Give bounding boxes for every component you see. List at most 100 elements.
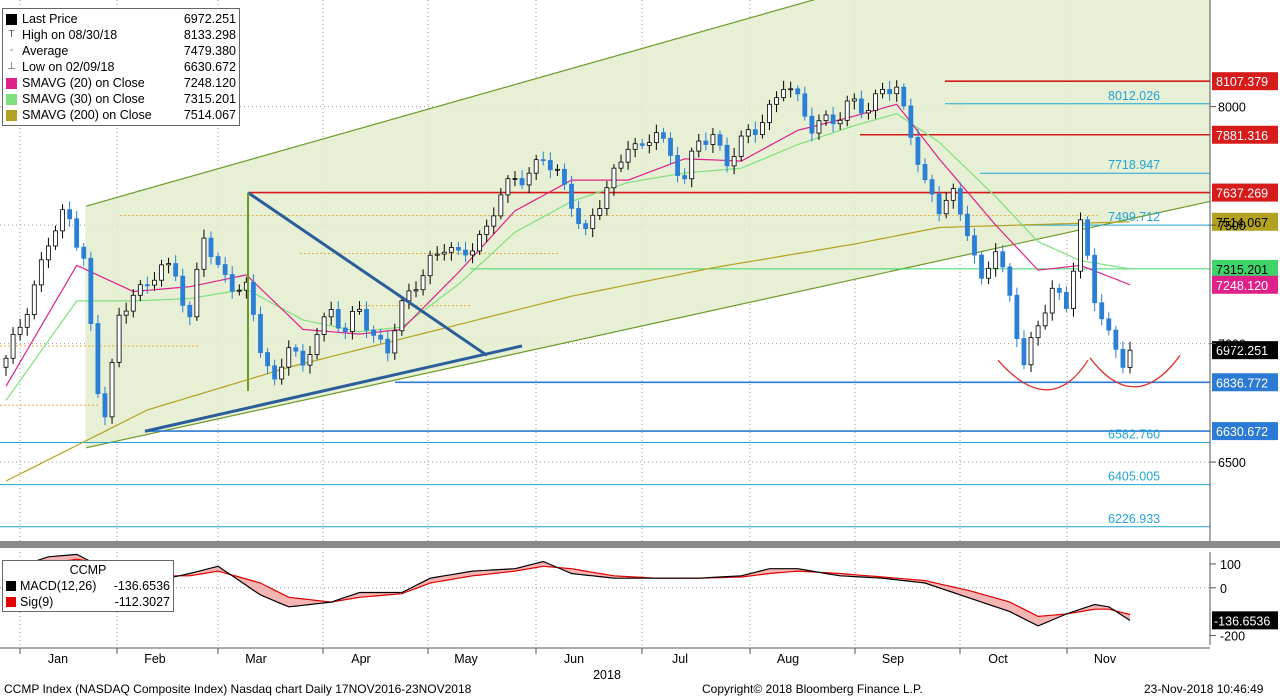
candle-body [618,161,624,169]
candle-body [477,234,483,252]
legend-row: SMAVG (30) on Close 7315.201 [6,91,236,107]
macd-line [5,553,1131,627]
macd-value: -136.6536 [113,579,170,593]
candle-body [448,247,454,253]
level-label-box [1212,183,1278,202]
candle-body [60,209,65,232]
month-label: Jan [48,652,68,666]
level-label-box [1212,125,1278,144]
candle-body [67,209,73,220]
drawn-annotations [144,191,1181,433]
candle-body [272,365,278,380]
sma30-line [5,113,1131,401]
candle-body [901,86,907,107]
month-label: Nov [1094,652,1117,666]
candle-body [385,338,391,354]
macd-legend-title: CCMP [69,563,107,577]
channel-lower-line [85,200,1211,449]
signal-label: Sig(9) [20,595,54,609]
legend-value: 7514.067 [183,108,236,122]
candle-body [456,247,461,251]
candle-body [116,314,122,363]
candle-body [194,268,200,318]
candle-body [576,208,582,224]
level-label: 6630.672 [1216,425,1268,439]
level-label: 7248.120 [1216,279,1268,293]
pattern-arc-right [1089,355,1181,388]
candle-body [858,98,864,114]
level-label: 6405.005 [1108,470,1160,484]
level-label: 7514.067 [1216,216,1268,230]
candle-body [53,230,58,247]
triangle-upper-line [247,191,488,357]
candle-body [258,313,263,353]
macd-last-label: -136.6536 [1214,614,1270,628]
legend-glyph: ⊥ [7,61,16,72]
legend-value: 7479.380 [183,44,236,58]
candle-body [1099,302,1105,320]
candle-body [844,100,850,121]
month-label: May [454,652,478,666]
candle-body [1113,329,1119,350]
macd-histogram-fill [6,554,1130,626]
candle-body [738,135,744,157]
level-label-box [1212,341,1278,360]
candle-body [1092,254,1098,304]
candle-body [880,89,885,95]
legend-row: SMAVG (200) on Close 7514.067 [6,107,236,123]
legend-swatch [6,13,17,25]
candle-body [922,164,928,181]
price-tick-label: 7500 [1218,219,1246,233]
candle-body [222,264,228,275]
legend-row: - Average 7479.380 [6,43,236,59]
candle-body [993,251,999,269]
candle-body [837,119,843,125]
candle-body [335,309,341,329]
candle-body [81,246,87,259]
candle-body [689,150,695,180]
candle-body [420,275,426,291]
candle-body [342,327,348,333]
candle-body [986,267,992,279]
candle-body [300,350,306,366]
level-label: 6972.251 [1216,344,1268,358]
level-label-box [1212,72,1278,91]
level-label-box [1212,259,1278,278]
level-label: 7637.269 [1216,187,1268,201]
level-label: 7499.712 [1108,210,1160,224]
candle-body [286,347,292,368]
footer-security: CCMP Index (NASDAQ Composite Index) Nasd… [4,682,472,696]
candle-body [470,250,475,256]
legend-label: SMAVG (20) on Close [22,76,145,90]
level-label-box [1212,422,1278,441]
signal-swatch [6,597,16,607]
candle-body [265,352,270,367]
candle-body [887,89,893,95]
candle-body [434,253,440,256]
candle-body [979,254,984,279]
candle-body [251,281,256,315]
candle-body [406,290,412,302]
candle-body [201,237,207,270]
footer-copyright: Copyright© 2018 Bloomberg Finance L.P. [702,682,923,696]
candle-body [943,199,949,215]
candle-body [816,120,822,134]
month-label: Apr [351,652,370,666]
legend-value: 7315.201 [183,92,236,106]
candle-body [17,326,23,335]
candle-body [152,279,157,286]
candle-body [597,208,603,216]
legend-label: Average [22,44,69,58]
macd-last-box [1212,611,1278,630]
candle-body [46,245,51,261]
macd-tick-label: 0 [1220,582,1227,596]
candle-body [328,309,334,318]
level-label: 7315.201 [1216,263,1268,277]
candle-body [1085,219,1090,256]
candle-body [972,235,977,256]
month-label: Sep [882,652,904,666]
level-label: 8012.026 [1108,89,1160,103]
level-label: 6226.933 [1108,512,1160,526]
candle-body [159,264,164,281]
